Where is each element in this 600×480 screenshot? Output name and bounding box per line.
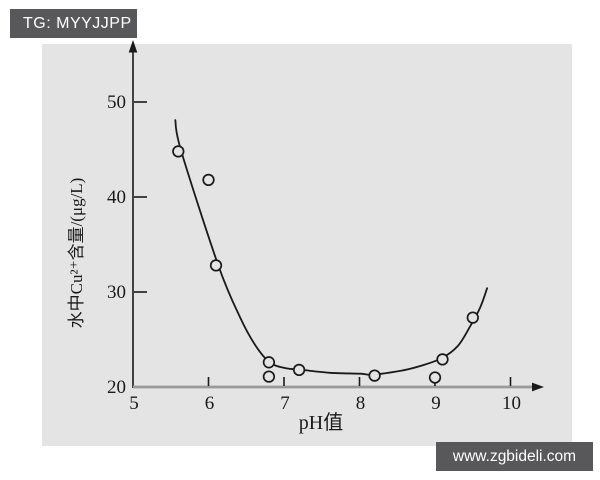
data-point — [428, 371, 442, 384]
fitted-curve — [174, 119, 488, 376]
plot-area — [42, 44, 572, 446]
watermark-url-badge: www.zgbideli.com — [436, 442, 593, 471]
x-tick-label: 9 — [431, 393, 441, 414]
watermark-tag-badge: TG: MYYJJPP — [10, 9, 137, 38]
curve-group — [174, 119, 488, 376]
data-point — [209, 259, 223, 272]
x-tick-label: 8 — [356, 393, 366, 414]
y-axis-title: 水中Cu²⁺含量/(μg/L) — [67, 178, 86, 329]
data-point — [262, 356, 276, 369]
y-axis-arrow — [128, 40, 138, 53]
watermark-url-text: www.zgbideli.com — [452, 447, 577, 465]
points-group — [172, 145, 479, 384]
x-axis-title: pH值 — [299, 411, 343, 434]
x-tick-label: 5 — [129, 393, 139, 414]
data-point — [466, 311, 479, 324]
data-point — [172, 145, 185, 158]
data-point — [202, 173, 215, 187]
x-tick-label: 6 — [205, 393, 215, 414]
x-tick-label: 10 — [502, 393, 521, 414]
data-point — [436, 353, 449, 366]
data-point — [292, 363, 306, 377]
watermark-tag-text: TG: MYYJJPP — [23, 14, 132, 32]
y-tick-label: 50 — [107, 92, 126, 113]
x-tick-label: 7 — [280, 393, 290, 414]
y-tick-label: 30 — [107, 282, 126, 303]
y-tick-label: 20 — [107, 377, 126, 398]
data-point — [368, 369, 381, 382]
data-point — [262, 370, 276, 383]
axes-group: 20 30 40 50 5 6 7 8 9 10 — [107, 40, 544, 414]
y-tick-label: 40 — [107, 187, 126, 208]
x-axis-arrow — [532, 382, 544, 392]
